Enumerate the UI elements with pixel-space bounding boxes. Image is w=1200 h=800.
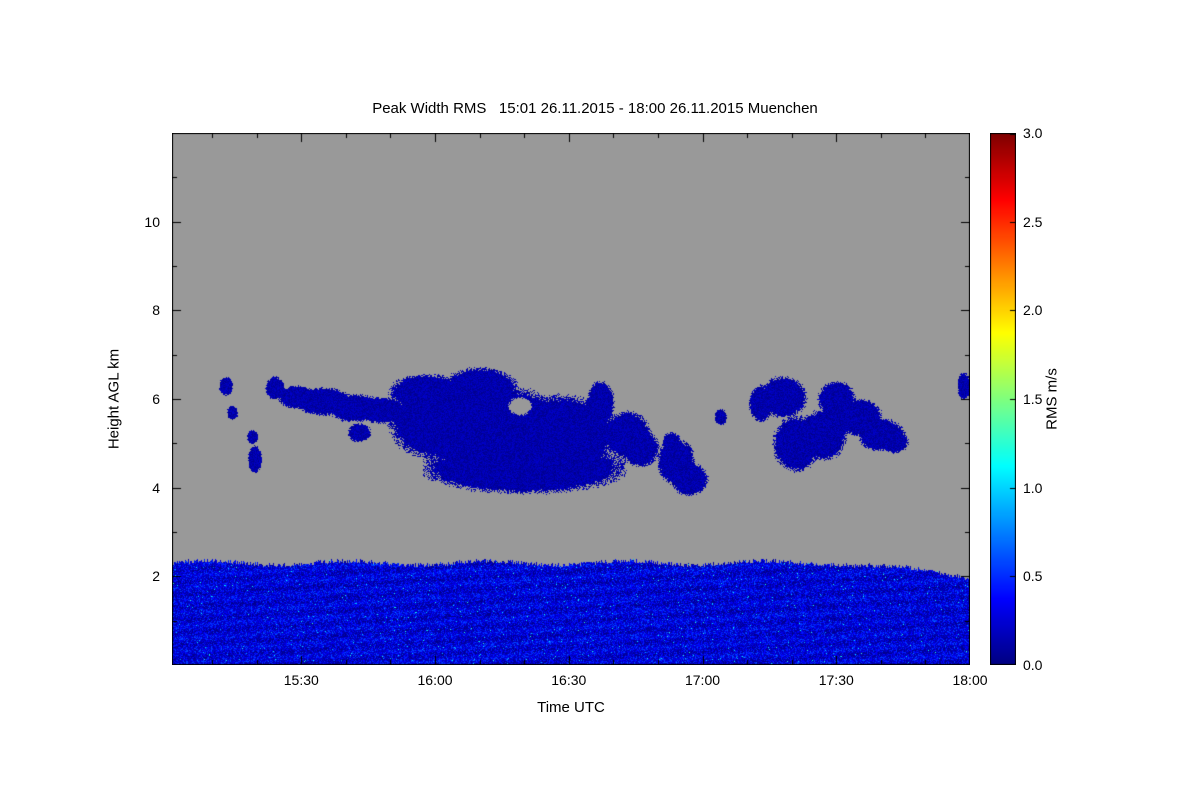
y-tick-label: 4: [152, 479, 160, 496]
x-tick-label: 18:00: [952, 672, 988, 688]
colorbar-tick-label: 0.0: [1023, 657, 1043, 673]
x-tick-label: 17:00: [684, 672, 721, 688]
chart-title: Peak Width RMS 15:01 26.11.2015 - 18:00 …: [372, 100, 818, 117]
x-axis-label: Time UTC: [537, 699, 605, 716]
x-tick-label: 15:30: [283, 672, 319, 688]
y-tick-label: 2: [152, 568, 160, 585]
colorbar-tick-label: 1.0: [1023, 479, 1043, 496]
x-tick-label: 16:00: [417, 672, 453, 688]
colorbar-tick-label: 2.0: [1023, 302, 1043, 319]
colorbar-label: RMS m/s: [1043, 368, 1061, 430]
colorbar-canvas: [990, 133, 1016, 665]
colorbar-tick-label: 2.5: [1023, 213, 1043, 230]
colorbar-tick-label: 1.5: [1023, 391, 1043, 407]
y-tick-label: 6: [152, 391, 160, 407]
colorbar-tick-label: 0.5: [1023, 568, 1043, 585]
x-tick-label: 16:30: [551, 672, 587, 688]
x-tick-label: 17:30: [818, 672, 854, 688]
colorbar-tick-label: 3.0: [1023, 125, 1043, 141]
y-tick-label: 10: [144, 213, 160, 230]
y-tick-label: 8: [152, 302, 160, 319]
heatmap-canvas: [172, 133, 970, 665]
